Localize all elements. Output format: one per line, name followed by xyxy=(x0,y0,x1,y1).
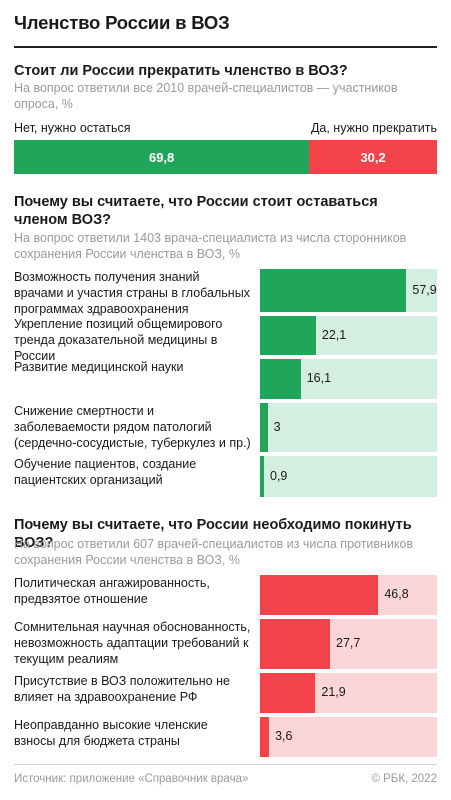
q3-bar xyxy=(260,717,270,757)
q2-value-label: 3 xyxy=(273,419,281,434)
q2-row: Обучение пациентов, создание пациентских… xyxy=(14,456,437,501)
q2-title: Почему вы считаете, что России стоит ост… xyxy=(14,194,378,228)
q3-row-label: Сомнительная научная обоснованность, нев… xyxy=(14,620,251,666)
q3-value-label: 21,9 xyxy=(321,685,346,699)
page-title: Членство России в ВОЗ xyxy=(14,12,230,33)
footer-rule xyxy=(14,764,437,765)
q2-row-label: Развитие медицинской науки xyxy=(14,360,184,374)
q1-split-bar: 69,8 30,2 xyxy=(14,140,437,174)
q3-value-label: 27,7 xyxy=(336,636,361,650)
q3-bar-track: 3,6 xyxy=(260,717,437,757)
q3-bar-track: 21,9 xyxy=(260,673,437,713)
q3-subtitle: На вопрос ответили 607 врачей-специалист… xyxy=(14,537,414,567)
q1-value-stay: 69,8 xyxy=(148,149,175,165)
q2-row-label: Возможность получения знаний врачами и у… xyxy=(14,270,250,316)
footer-source: Источник: приложение «Справочник врача» xyxy=(14,773,249,785)
q2-bar-track: 0,9 xyxy=(260,456,437,497)
footer-copyright: © РБК, 2022 xyxy=(371,773,437,785)
q2-row-label: Укрепление позиций общемирового тренда д… xyxy=(14,317,223,363)
q2-bar xyxy=(260,456,264,497)
q3-value-label: 46,8 xyxy=(384,587,409,601)
q3-row-label: Присутствие в ВОЗ положительно не влияет… xyxy=(14,674,230,704)
q2-row: Возможность получения знаний врачами и у… xyxy=(14,269,437,316)
q3-bar-track: 27,7 xyxy=(260,619,437,669)
q2-row: Укрепление позиций общемирового тренда д… xyxy=(14,316,437,363)
q2-row-label: Обучение пациентов, создание пациентских… xyxy=(14,457,197,487)
q2-bar xyxy=(260,316,316,355)
q3-bar-track: 46,8 xyxy=(260,575,437,615)
q2-row: Снижение смертности и заболеваемости ряд… xyxy=(14,403,437,456)
q1-value-leave: 30,2 xyxy=(360,149,386,165)
q2-value-label: 0,9 xyxy=(270,468,288,483)
q1-right-label: Да, нужно прекратить xyxy=(310,121,437,135)
q3-bar xyxy=(260,619,331,669)
q1-bar-leave: 30,2 xyxy=(309,140,437,174)
q2-bar xyxy=(260,359,301,399)
q1-title: Стоит ли России прекратить членство в ВО… xyxy=(14,63,348,79)
q3-row-label: Политическая ангажированность, предвзято… xyxy=(14,576,210,606)
q2-row-label: Снижение смертности и заболеваемости ряд… xyxy=(14,404,251,450)
q3-bar xyxy=(260,673,316,713)
q2-bar-track: 22,1 xyxy=(260,316,437,355)
q1-bar-stay: 69,8 xyxy=(14,140,310,174)
q2-bar xyxy=(260,269,407,312)
q2-subtitle: На вопрос ответили 1403 врача-специалист… xyxy=(14,231,407,261)
q2-value-label: 22,1 xyxy=(321,327,347,342)
q3-row: Сомнительная научная обоснованность, нев… xyxy=(14,619,437,673)
q3-row: Присутствие в ВОЗ положительно не влияет… xyxy=(14,673,437,717)
q2-bar-track: 57,9 xyxy=(260,269,437,312)
q1-left-label: Нет, нужно остаться xyxy=(14,121,131,135)
q2-bar-track: 3 xyxy=(260,403,437,452)
q3-bar xyxy=(260,575,379,615)
title-rule xyxy=(14,46,437,48)
q3-title: Почему вы считаете, что России необходим… xyxy=(14,517,412,551)
q1-subtitle: На вопрос ответили все 2010 врачей-специ… xyxy=(14,81,398,111)
q3-row: Политическая ангажированность, предвзято… xyxy=(14,575,437,619)
q3-row: Неоправданно высокие членские взносы для… xyxy=(14,717,437,761)
q2-value-label: 16,1 xyxy=(306,371,332,385)
q2-row: Развитие медицинской науки 16,1 xyxy=(14,359,437,403)
q3-row-label: Неоправданно высокие членские взносы для… xyxy=(14,718,208,748)
q2-bar-track: 16,1 xyxy=(260,359,437,399)
q3-value-label: 3,6 xyxy=(275,729,293,743)
q2-bar xyxy=(260,403,268,452)
q2-value-label: 57,9 xyxy=(412,282,437,297)
